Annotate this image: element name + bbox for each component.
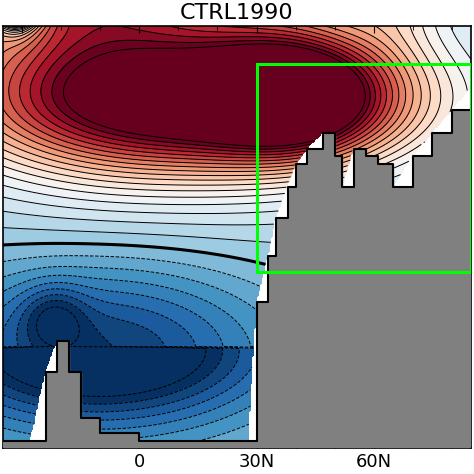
Bar: [256, 64, 471, 272]
Title: CTRL1990: CTRL1990: [180, 3, 294, 23]
Polygon shape: [3, 87, 471, 448]
